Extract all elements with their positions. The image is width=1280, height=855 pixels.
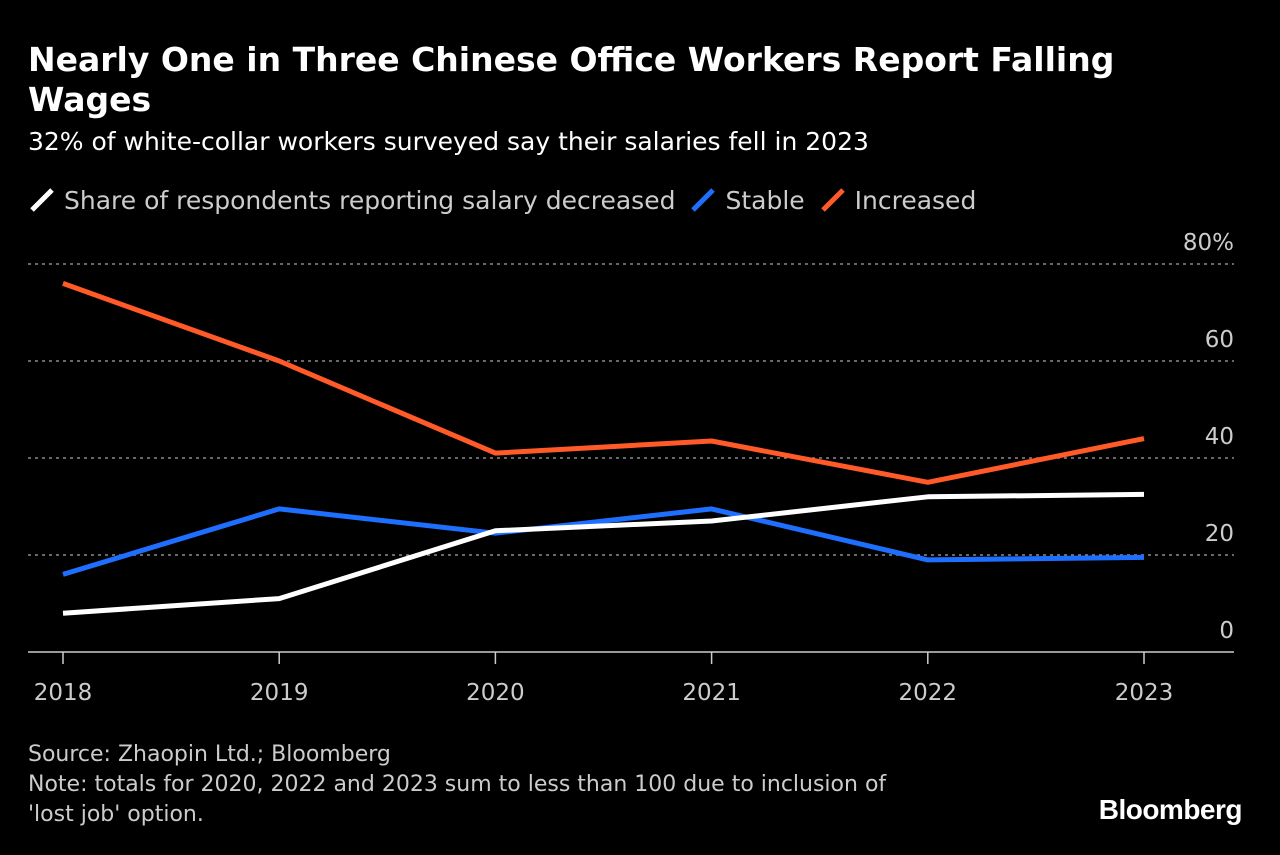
legend-swatch-stable — [689, 186, 717, 214]
legend: Share of respondents reporting salary de… — [28, 182, 990, 218]
legend-label-stable: Stable — [725, 185, 805, 215]
y-tick-label-60: 60 — [1205, 327, 1234, 353]
legend-swatch-decreased — [28, 186, 56, 214]
series-line-decreased — [62, 491, 1145, 616]
x-tick-label-2019: 2019 — [250, 680, 309, 706]
x-tick-label-2023: 2023 — [1115, 680, 1174, 706]
series-line-stable — [62, 506, 1145, 577]
series-line-increased — [62, 281, 1145, 485]
legend-item-stable: Stable — [689, 185, 805, 215]
x-tick-label-2020: 2020 — [466, 680, 525, 706]
x-tick-label-2021: 2021 — [682, 680, 741, 706]
y-tick-label-20: 20 — [1205, 521, 1234, 547]
legend-item-increased: Increased — [819, 185, 977, 215]
x-tick-label-2018: 2018 — [34, 680, 93, 706]
chart-subtitle: 32% of white-collar workers surveyed say… — [28, 127, 869, 156]
legend-swatch-increased — [819, 186, 847, 214]
footnote-line-1: Note: totals for 2020, 2022 and 2023 sum… — [28, 772, 887, 797]
legend-label-increased: Increased — [854, 185, 977, 215]
chart-footer: Source: Zhaopin Ltd.; Bloomberg Note: to… — [28, 740, 886, 830]
legend-item-decreased: Share of respondents reporting salary de… — [28, 186, 675, 215]
footnote-line-2: 'lost job' option. — [28, 802, 204, 827]
y-tick-label-0: 0 — [1219, 618, 1234, 644]
y-tick-label-80: 80% — [1183, 230, 1234, 256]
x-tick-label-2022: 2022 — [899, 680, 958, 706]
y-tick-label-40: 40 — [1205, 424, 1234, 450]
chart-title: Nearly One in Three Chinese Office Worke… — [28, 40, 1115, 119]
legend-label-decreased: Share of respondents reporting salary de… — [64, 185, 676, 215]
source-note: Source: Zhaopin Ltd.; Bloomberg — [28, 742, 391, 767]
line-chart: 0 20 40 60 80% 2018 2019 2020 2021 2022 2023 — [28, 230, 1234, 706]
bloomberg-logo: Bloomberg — [1098, 794, 1243, 825]
